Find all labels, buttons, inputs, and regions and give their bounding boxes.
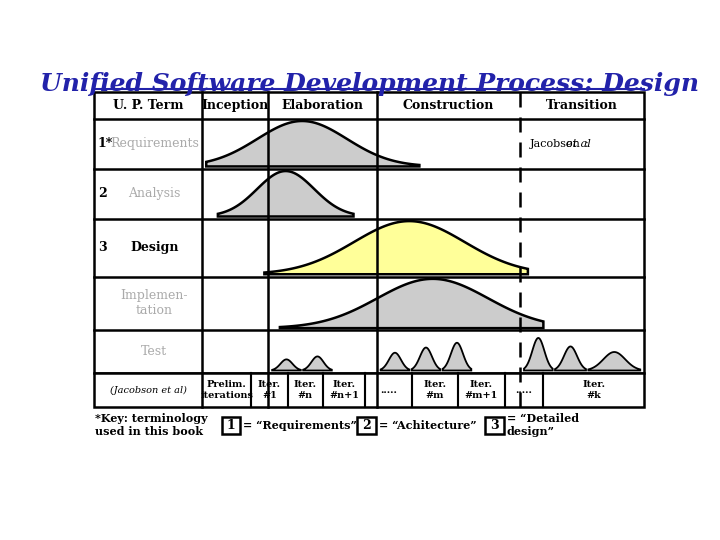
Polygon shape [264,221,528,274]
Text: Elaboration: Elaboration [282,99,364,112]
Polygon shape [381,353,409,370]
Text: Iter.
#m: Iter. #m [423,380,446,400]
Polygon shape [443,343,472,370]
Polygon shape [272,360,301,370]
Polygon shape [303,356,332,370]
Text: 3: 3 [490,418,499,431]
Text: Requirements: Requirements [110,137,199,150]
Text: Iter.
#1: Iter. #1 [258,380,281,400]
Text: Implemen-
tation: Implemen- tation [120,289,188,318]
Text: (Jacobson et al): (Jacobson et al) [109,386,186,395]
Polygon shape [206,121,419,166]
Text: 2: 2 [362,418,371,431]
Polygon shape [524,338,553,370]
Text: Test: Test [141,345,167,358]
Text: = “Requirements”: = “Requirements” [243,420,357,431]
Bar [357,417,376,434]
Text: Analysis: Analysis [128,187,181,200]
Text: = “Achitecture”: = “Achitecture” [379,420,477,431]
Polygon shape [588,352,640,370]
Bar [94,373,644,408]
Polygon shape [280,279,544,328]
Text: U. P. Term: U. P. Term [113,99,184,112]
Polygon shape [412,348,441,370]
Text: Design: Design [130,241,179,254]
Text: 1: 1 [227,418,235,431]
Text: .....: ..... [380,386,397,395]
Text: = “Detailed
design”: = “Detailed design” [507,413,579,437]
Text: et al: et al [566,139,590,148]
Text: .....: ..... [516,386,532,395]
Text: :: : [585,139,589,148]
Text: Jacobson: Jacobson [529,139,584,148]
Text: Inception: Inception [202,99,269,112]
Text: *Key: terminology
used in this book: *Key: terminology used in this book [96,413,208,437]
Polygon shape [218,171,354,217]
Text: Unified Software Development Process: Design: Unified Software Development Process: De… [40,72,698,97]
Bar [222,417,240,434]
Text: Construction: Construction [402,99,494,112]
Text: Iter.
#m+1: Iter. #m+1 [464,380,498,400]
Bar [94,92,644,373]
Text: Iter.
#k: Iter. #k [582,380,606,400]
Text: Prelim.
iterations: Prelim. iterations [200,380,253,400]
Text: Iter.
#n+1: Iter. #n+1 [329,380,359,400]
Text: Iter.
#n: Iter. #n [294,380,317,400]
Text: Transition: Transition [546,99,618,112]
Polygon shape [555,347,586,370]
Text: 3: 3 [98,241,107,254]
Text: 1*: 1* [98,137,113,150]
Text: 2: 2 [98,187,107,200]
Bar [485,417,504,434]
